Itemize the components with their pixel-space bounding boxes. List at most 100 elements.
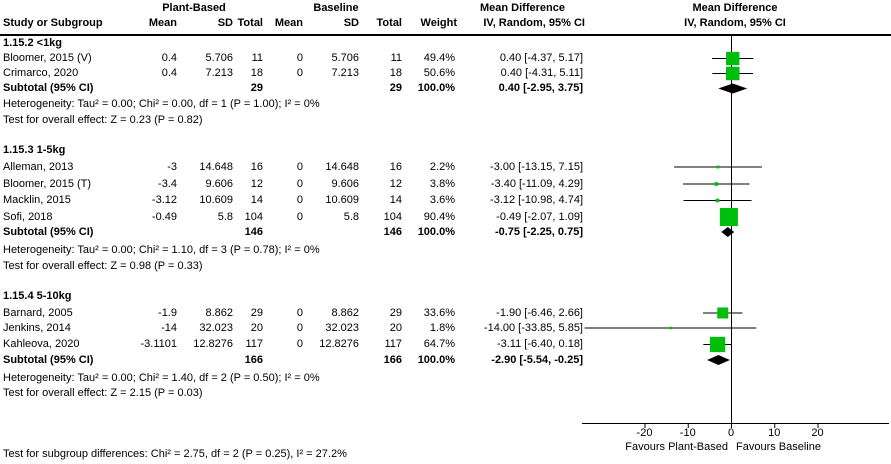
study-row: Jenkins, 2014 -14 32.023 20 0 32.023 20 1.8% -14… [0,321,891,336]
study-name: Sofi, 2018 [3,210,53,223]
overall-effect-row: Test for overall effect: Z = 0.23 (P = 0… [0,113,891,128]
tick-label: -10 [679,427,696,439]
subtotal-total2: 146 [383,225,402,238]
study-mean2: 0 [296,177,303,190]
study-name: Bloomer, 2015 (T) [3,177,92,190]
study-ci-text: -3.12 [-10.98, 4.74] [490,194,583,206]
favours-right-label: Favours Baseline [736,441,821,453]
favours-left-label: Favours Plant-Based [625,441,728,453]
study-sd1: 12.8276 [193,338,233,350]
subtotal-total2: 166 [383,353,402,366]
study-ci-text: -0.49 [-2.07, 1.09] [496,210,583,223]
overall-effect-text: Test for overall effect: Z = 2.15 (P = 0… [3,387,203,399]
overall-effect-text: Test for overall effect: Z = 0.98 (P = 0… [3,260,203,272]
study-row: Barnard, 2005 -1.9 8.862 29 0 8.862 29 33.6% -1.… [0,306,891,321]
study-total1: 14 [250,194,263,206]
study-sd2: 5.8 [343,210,359,223]
study-total2: 16 [389,160,402,173]
study-row: Crimarco, 2020 0.4 7.213 18 0 7.213 18 50.6% 0.4… [0,66,891,81]
mean2-column-header: Mean [274,17,303,29]
heterogeneity-text: Heterogeneity: Tau² = 0.00; Chi² = 1.10,… [3,243,320,256]
effect-square [726,51,740,66]
overall-effect-row: Test for overall effect: Z = 2.15 (P = 0… [0,386,891,401]
study-name: Jenkins, 2014 [3,321,71,334]
study-name: Crimarco, 2020 [3,67,79,79]
subgroup-title-row: 1.15.2 <1kg [0,36,891,51]
study-mean1: 0.4 [161,52,177,64]
effect-square [709,336,726,353]
study-sd2: 5.706 [331,52,359,64]
study-total2: 14 [389,194,402,206]
study-mean1: -14 [161,321,177,334]
study-weight: 64.7% [423,338,455,350]
subtotal-weight: 100.0% [417,353,455,366]
heterogeneity-text: Heterogeneity: Tau² = 0.00; Chi² = 1.40,… [3,371,320,384]
study-row: Kahleova, 2020 -3.1101 12.8276 117 0 12.8276 1… [0,337,891,352]
subtotal-ci-text: 0.40 [-2.95, 3.75] [498,82,583,94]
study-sd1: 32.023 [199,321,233,334]
subtotal-row: Subtotal (95% CI) 146 146 100.0% -0.75 [-2.2… [0,225,891,240]
study-ci-text: -3.00 [-13.15, 7.15] [490,160,583,173]
study-total2: 104 [383,210,402,223]
total2-column-header: Total [376,17,402,29]
study-sd2: 8.862 [331,306,359,319]
study-mean1: -1.9 [158,306,177,319]
study-column-header: Study or Subgroup [3,17,103,29]
subtotal-total2: 29 [389,82,402,94]
subtotal-diamond [718,83,748,94]
tick-label: 20 [811,427,824,439]
study-total1: 117 [245,338,263,350]
study-mean2: 0 [296,194,303,206]
study-sd1: 8.862 [205,306,233,319]
effect-column-header: Mean Difference [480,2,565,14]
study-weight: 3.8% [429,177,455,190]
sd1-column-header: SD [217,17,233,29]
study-name: Bloomer, 2015 (V) [3,52,92,64]
overall-effect-text: Test for overall effect: Z = 0.23 (P = 0… [3,114,203,126]
study-sd2: 32.023 [325,321,359,334]
effect-square [714,182,719,186]
study-weight: 1.8% [429,321,455,334]
study-mean2: 0 [296,321,303,334]
study-total2: 117 [384,338,402,350]
study-sd2: 9.606 [331,177,359,190]
tick-label: -20 [636,427,653,439]
subtotal-label: Subtotal (95% CI) [3,225,94,238]
header-divider [0,34,891,36]
study-ci-text: 0.40 [-4.37, 5.17] [499,52,583,64]
study-sd1: 5.8 [217,210,233,223]
study-total1: 12 [250,177,263,190]
effect-square [669,326,672,330]
study-sd1: 9.606 [205,177,233,190]
study-name: Macklin, 2015 [3,194,71,206]
study-mean1: 0.4 [161,67,177,79]
study-mean2: 0 [296,210,303,223]
study-name: Kahleova, 2020 [3,338,80,350]
study-row: Sofi, 2018 -0.49 5.8 104 0 5.8 104 90.4% -0.49 [… [0,210,891,225]
study-mean1: -0.49 [151,210,177,223]
study-sd2: 14.648 [325,160,359,173]
study-row: Bloomer, 2015 (V) 0.4 5.706 11 0 5.706 11 49.4%… [0,51,891,66]
study-total2: 12 [389,177,402,190]
heterogeneity-row: Heterogeneity: Tau² = 0.00; Chi² = 1.40,… [0,371,891,386]
subtotal-row: Subtotal (95% CI) 29 29 100.0% 0.40 [-2.95, … [0,81,891,96]
effect-square [725,66,740,81]
effect-square [715,198,720,203]
study-row: Alleman, 2013 -3 14.648 16 0 14.648 16 2.2% -3.0… [0,160,891,175]
study-weight: 2.2% [429,160,455,173]
study-weight: 49.4% [423,52,455,64]
study-name: Alleman, 2013 [3,160,74,173]
study-mean2: 0 [296,306,303,319]
study-total1: 11 [251,52,263,64]
study-total2: 11 [390,52,402,64]
study-ci-text: -1.90 [-6.46, 2.66] [496,306,583,319]
study-weight: 33.6% [423,306,455,319]
study-sd1: 5.706 [205,52,233,64]
study-total1: 104 [244,210,263,223]
plot-method-header: IV, Random, 95% CI [684,17,786,29]
subgroup-title-row: 1.15.3 1-5kg [0,143,891,158]
plot-effect-header: Mean Difference [692,2,778,14]
study-total2: 29 [389,306,402,319]
